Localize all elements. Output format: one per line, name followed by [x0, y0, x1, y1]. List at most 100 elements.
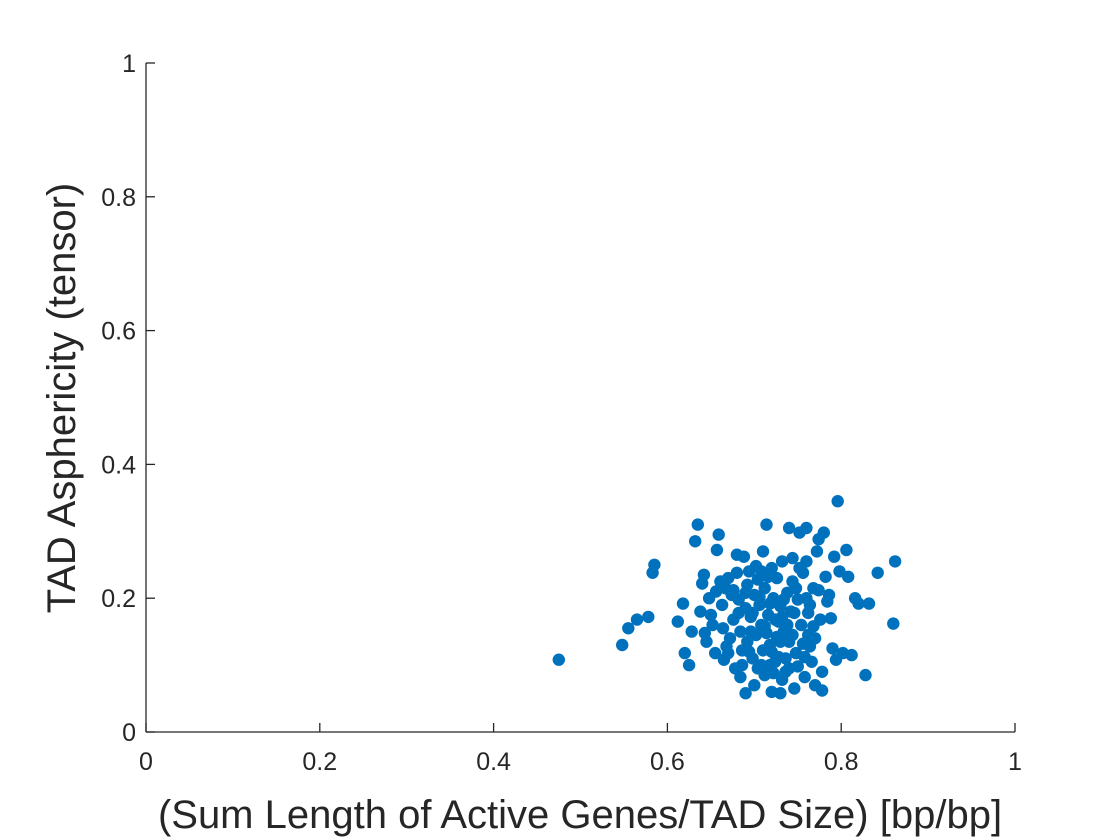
data-point	[777, 593, 790, 606]
data-point	[697, 568, 711, 581]
data-point	[798, 650, 811, 664]
data-point	[807, 620, 820, 633]
data-point	[803, 640, 817, 653]
data-point	[642, 610, 655, 624]
data-point	[710, 543, 724, 557]
y-tick-label: 0.2	[101, 585, 136, 613]
data-point	[694, 605, 707, 618]
data-point	[704, 608, 718, 622]
data-point	[744, 625, 757, 638]
y-tick-label: 0	[122, 719, 136, 747]
x-axis-title: (Sum Length of Active Genes/TAD Size) [b…	[158, 793, 1002, 837]
data-point	[828, 550, 841, 563]
data-point	[712, 528, 725, 541]
data-point	[748, 679, 761, 692]
data-point	[739, 586, 752, 599]
y-ticks: 0 0.2 0.4 0.6 0.8 1	[101, 50, 155, 747]
data-point	[648, 558, 661, 571]
x-tick-label: 0.4	[476, 748, 511, 776]
data-point	[775, 555, 789, 568]
data-point	[782, 662, 796, 675]
data-point	[810, 545, 824, 558]
data-point	[676, 597, 690, 610]
data-point	[782, 521, 796, 535]
data-point	[788, 682, 801, 695]
y-tick-label: 1	[122, 50, 136, 78]
data-point	[774, 687, 787, 700]
data-point	[800, 592, 813, 605]
data-point	[709, 585, 723, 598]
data-point	[774, 635, 787, 648]
data-point	[789, 582, 803, 595]
data-point	[732, 606, 745, 620]
x-tick-label: 0.2	[302, 748, 337, 776]
x-tick-label: 0.8	[824, 748, 859, 776]
data-point	[826, 642, 839, 655]
data-point	[871, 566, 884, 579]
data-point	[735, 658, 749, 672]
data-point	[616, 638, 629, 652]
data-point	[727, 584, 740, 597]
data-point	[815, 684, 829, 697]
data-point	[775, 673, 789, 686]
data-point	[786, 628, 799, 642]
data-point	[716, 622, 730, 635]
data-point	[630, 613, 644, 626]
data-point	[741, 635, 754, 648]
data-point	[622, 622, 635, 635]
data-point	[751, 662, 764, 675]
data-point	[734, 625, 747, 638]
data-point	[819, 570, 832, 583]
x-ticks: 0 0.2 0.4 0.6 0.8 1	[139, 723, 1022, 776]
data-point	[824, 612, 837, 625]
y-tick-label: 0.4	[101, 451, 136, 479]
data-points	[552, 495, 902, 700]
data-point	[739, 687, 752, 700]
data-point	[552, 653, 565, 666]
data-point	[758, 620, 771, 633]
data-point	[709, 646, 722, 660]
data-point	[691, 518, 704, 531]
data-point	[800, 521, 813, 535]
data-point	[715, 598, 729, 612]
data-point	[763, 658, 777, 672]
data-point	[730, 566, 744, 579]
data-point	[706, 618, 719, 632]
x-tick-label: 0.6	[650, 748, 685, 776]
data-point	[822, 588, 836, 602]
y-axis-title: TAD Asphericity (tensor)	[40, 183, 84, 614]
data-point	[689, 535, 702, 548]
data-point	[755, 565, 768, 578]
data-point	[840, 543, 853, 557]
data-point	[831, 495, 844, 508]
data-point	[795, 618, 808, 632]
data-point	[862, 597, 876, 610]
data-point	[845, 648, 858, 662]
data-point	[685, 625, 698, 638]
data-point	[842, 570, 855, 583]
data-point	[802, 606, 815, 620]
data-point	[700, 635, 713, 648]
data-point	[760, 518, 773, 531]
y-tick-label: 0.8	[101, 184, 136, 212]
data-point	[722, 646, 735, 660]
data-point	[671, 615, 684, 628]
data-point	[815, 665, 829, 678]
data-point	[763, 597, 777, 610]
data-point	[786, 551, 799, 565]
data-point	[746, 606, 759, 620]
axes	[145, 63, 1015, 733]
data-point	[678, 646, 691, 660]
data-point	[682, 658, 696, 672]
data-point	[859, 668, 872, 682]
data-point	[756, 545, 770, 558]
data-point	[798, 670, 811, 684]
data-point	[734, 670, 747, 684]
data-point	[781, 618, 794, 632]
data-point	[812, 584, 825, 597]
y-tick-label: 0.6	[101, 318, 136, 346]
data-point	[817, 526, 830, 539]
data-point	[888, 555, 902, 568]
data-point	[753, 590, 766, 604]
